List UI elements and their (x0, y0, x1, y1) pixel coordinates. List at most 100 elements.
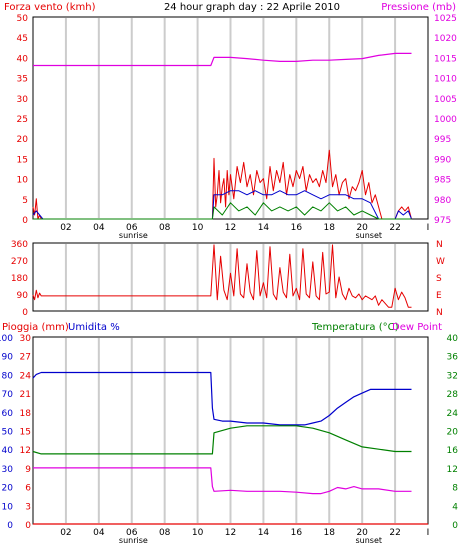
wind-y-tick-label: 0 (22, 216, 28, 226)
humidity-y-tick-label: 100 (0, 334, 13, 344)
x-tick-label: 18 (324, 223, 336, 233)
x-tick-end-label: I (427, 528, 430, 538)
wind-series-line-1 (32, 149, 412, 220)
wind-y-tick-label: 50 (17, 14, 29, 24)
temperature-axis-title: Temperatura (°C) (311, 322, 399, 333)
wind-y-tick-label: 45 (17, 34, 28, 44)
wind-y-tick-label: 35 (17, 75, 28, 85)
pressure-y-tick-label: 980 (434, 196, 451, 206)
rain-axis-title: Pioggia (mm) (2, 322, 69, 333)
data-series (32, 52, 428, 525)
humidity-y-tick-label: 30 (2, 465, 14, 475)
humidity-y-tick-label: 10 (2, 502, 14, 512)
sunset-label: sunset (355, 231, 382, 240)
x-tick-label: 10 (192, 223, 204, 233)
pressure-y-tick-label: 1010 (434, 75, 457, 85)
wind-y-tick-label: 5 (22, 196, 28, 206)
temperature-y-tick-label: 28 (447, 390, 459, 400)
rain-y-tick-label: 24 (20, 371, 32, 381)
sunrise-label: sunrise (119, 536, 148, 545)
direction-y-tick-label: 180 (11, 274, 28, 284)
left-axis-title: Forza vento (kmh) (4, 2, 96, 13)
humidity-y-tick-label: 60 (2, 409, 14, 419)
dewpoint-axis-title: Dew Point (392, 322, 442, 333)
x-tick-label: 04 (93, 223, 105, 233)
humidity-y-tick-label: 90 (2, 353, 14, 363)
rain-y-tick-label: 15 (20, 428, 31, 438)
compass-tick-label: W (436, 257, 445, 267)
pressure-y-tick-label: 1020 (434, 34, 457, 44)
x-tick-label: 16 (291, 528, 303, 538)
chart-title: 24 hour graph day : 22 Aprile 2010 (164, 2, 340, 13)
x-tick-label: 22 (389, 223, 400, 233)
x-tick-label: 14 (258, 223, 270, 233)
x-tick-label: 06 (126, 223, 138, 233)
right-axis-title: Pressione (mb) (381, 2, 456, 13)
pressure-y-tick-label: 1025 (434, 14, 457, 24)
temperature-y-tick-label: 16 (447, 446, 459, 456)
rain-y-tick-label: 12 (20, 446, 31, 456)
compass-tick-label: S (436, 274, 442, 284)
pressure-y-tick-label: 990 (434, 155, 451, 165)
pressure-y-tick-label: 1015 (434, 54, 457, 64)
rain-y-tick-label: 9 (25, 465, 31, 475)
x-tick-end-label: I (427, 223, 430, 233)
temperature-y-tick-label: 32 (447, 371, 458, 381)
direction-y-tick-label: 360 (11, 240, 28, 250)
direction-y-tick-label: 0 (22, 308, 28, 318)
temperature-y-tick-label: 40 (447, 334, 459, 344)
x-tick-label: 20 (356, 528, 368, 538)
panel-2-frame (32, 242, 429, 312)
compass-tick-label: N (436, 240, 443, 250)
temperature-y-tick-label: 0 (452, 521, 458, 531)
x-tick-label: 08 (159, 223, 171, 233)
temperature-y-tick-label: 4 (452, 502, 458, 512)
wind-y-tick-label: 30 (17, 95, 29, 105)
x-tick-label: 02 (60, 223, 71, 233)
rain-y-tick-label: 27 (20, 353, 31, 363)
x-tick-label: 14 (258, 528, 270, 538)
x-tick-label: 08 (159, 528, 171, 538)
humidity-y-tick-label: 40 (2, 446, 14, 456)
wind-series-line-3 (33, 202, 412, 220)
rain-y-tick-label: 30 (20, 334, 32, 344)
sunset-label: sunset (355, 536, 382, 545)
temperature-y-tick-label: 12 (447, 465, 458, 475)
wind-y-tick-label: 15 (17, 155, 28, 165)
wind-y-tick-label: 25 (17, 115, 28, 125)
direction-y-tick-label: 270 (11, 257, 28, 267)
rain-y-tick-label: 6 (25, 484, 31, 494)
panel3-series-line-4 (33, 467, 412, 495)
pressure-y-tick-label: 1000 (434, 115, 457, 125)
x-tick-label: 18 (324, 528, 336, 538)
humidity-y-tick-label: 20 (2, 484, 14, 494)
x-tick-label: 22 (389, 528, 400, 538)
temperature-y-tick-label: 8 (452, 484, 458, 494)
grid-lines (64, 18, 397, 523)
pressure-line (33, 52, 412, 67)
humidity-axis-title: Umidita % (68, 322, 120, 333)
x-tick-label: 12 (225, 223, 236, 233)
pressure-y-tick-label: 975 (434, 216, 451, 226)
x-tick-label: 20 (356, 223, 368, 233)
compass-tick-label: N (436, 308, 443, 318)
panel3-series-line-3 (32, 425, 412, 455)
humidity-y-tick-label: 80 (2, 371, 14, 381)
compass-tick-label: E (436, 291, 442, 301)
wind-y-tick-label: 10 (17, 176, 29, 186)
humidity-y-tick-label: 70 (2, 390, 14, 400)
wind-y-tick-label: 20 (17, 135, 29, 145)
x-tick-label: 16 (291, 223, 303, 233)
x-tick-label: 10 (192, 528, 204, 538)
rain-y-tick-label: 18 (20, 409, 32, 419)
x-tick-label: 02 (60, 528, 71, 538)
x-tick-label: 06 (126, 528, 138, 538)
humidity-y-tick-label: 0 (7, 521, 13, 531)
x-tick-label: 12 (225, 528, 236, 538)
rain-y-tick-label: 0 (25, 521, 31, 531)
temperature-y-tick-label: 20 (447, 428, 459, 438)
temperature-y-tick-label: 36 (447, 353, 459, 363)
